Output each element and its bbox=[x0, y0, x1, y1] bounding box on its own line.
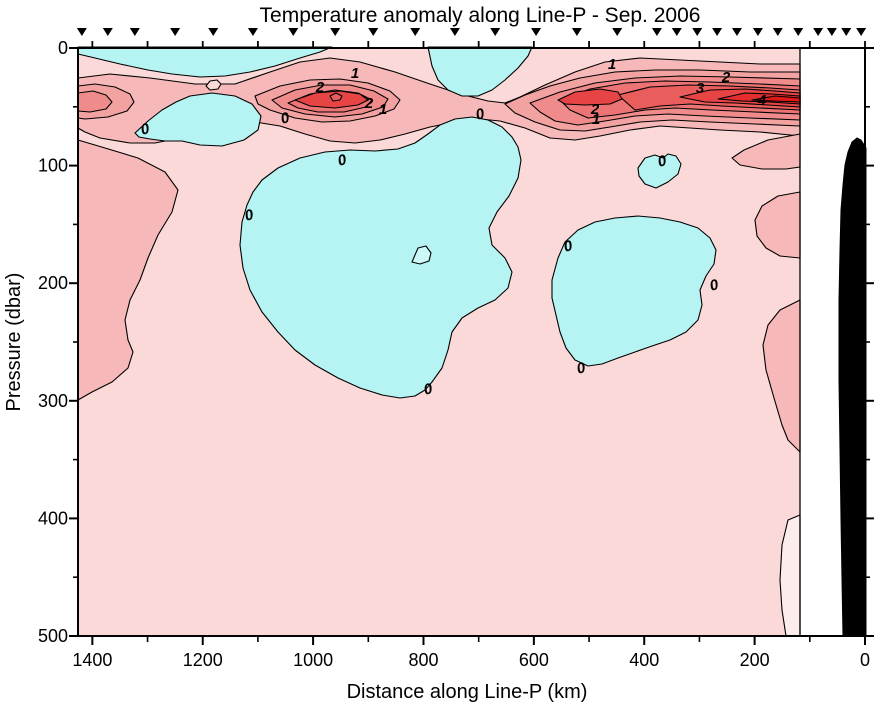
contour-region-right-edge-0.5-mid bbox=[754, 191, 801, 259]
contour-region-cyan-east-blob bbox=[551, 215, 717, 367]
contour-label-1: 1 bbox=[351, 65, 359, 82]
station-marker-triangle bbox=[490, 28, 501, 36]
x-tick-label: 200 bbox=[740, 650, 770, 670]
contour-label-1: 1 bbox=[592, 111, 600, 128]
contour-label-3: 3 bbox=[696, 80, 705, 97]
contour-region-right-edge-0.5-upper bbox=[731, 133, 801, 170]
chart-title: Temperature anomaly along Line-P - Sep. … bbox=[260, 4, 701, 27]
contour-label-2: 2 bbox=[590, 101, 600, 118]
station-marker-triangle bbox=[712, 28, 723, 36]
station-marker-triangle bbox=[731, 28, 742, 36]
y-tick-label: 400 bbox=[38, 508, 68, 528]
station-marker-triangle bbox=[208, 28, 219, 36]
y-axis-title: Pressure (dbar) bbox=[3, 273, 25, 412]
x-tick-label: 1200 bbox=[183, 650, 223, 670]
station-marker-triangle bbox=[368, 28, 379, 36]
station-marker-triangle bbox=[752, 28, 763, 36]
station-marker-triangle bbox=[170, 28, 181, 36]
y-tick-label: 100 bbox=[38, 156, 68, 176]
y-tick-label: 0 bbox=[58, 38, 68, 58]
x-tick-label: 1000 bbox=[293, 650, 333, 670]
contour-label-1: 1 bbox=[608, 56, 616, 73]
station-marker-triangle bbox=[571, 28, 582, 36]
contour-region-east-core-hot-left bbox=[557, 88, 623, 106]
station-marker-triangle bbox=[76, 28, 87, 36]
station-marker-triangle bbox=[813, 28, 824, 36]
contour-region-cyan-heart-lens bbox=[637, 153, 682, 189]
contour-region-cyan-top-mid-band bbox=[427, 46, 533, 97]
station-marker-triangle bbox=[826, 28, 837, 36]
contour-label-1: 1 bbox=[379, 101, 387, 118]
contour-region-cyan-minus0.5-dot bbox=[411, 245, 432, 265]
station-marker-triangle bbox=[247, 28, 258, 36]
x-tick-label: 800 bbox=[408, 650, 438, 670]
station-marker-triangle bbox=[612, 28, 623, 36]
contour-region-left-mid-0.5-band bbox=[77, 139, 179, 401]
station-marker-triangle bbox=[671, 28, 682, 36]
contour-label-4: 4 bbox=[757, 92, 767, 109]
contour-label-2: 2 bbox=[315, 79, 325, 96]
contour-region-left-core-1.5 bbox=[77, 90, 113, 113]
station-marker-triangle bbox=[692, 28, 703, 36]
station-marker-triangle bbox=[288, 28, 299, 36]
station-marker-triangle bbox=[330, 28, 341, 36]
station-marker-triangle bbox=[531, 28, 542, 36]
station-marker-triangle bbox=[856, 28, 867, 36]
y-tick-label: 200 bbox=[38, 273, 68, 293]
y-tick-label: 300 bbox=[38, 391, 68, 411]
contour-region-cyan-west-lens bbox=[134, 92, 262, 147]
station-marker-triangle bbox=[651, 28, 662, 36]
contour-region-tiny-ring-ridge bbox=[205, 79, 222, 91]
station-marker-triangle bbox=[129, 28, 140, 36]
x-tick-label: 0 bbox=[860, 650, 870, 670]
x-tick-label: 600 bbox=[519, 650, 549, 670]
contour-region-right-edge-0.5-lower bbox=[762, 299, 801, 453]
station-marker-triangle bbox=[410, 28, 421, 36]
contour-region-cyan-central-blob bbox=[239, 116, 522, 399]
station-marker-triangle bbox=[841, 28, 852, 36]
station-marker-triangle bbox=[772, 28, 783, 36]
contour-plot-layers: 1400 1200 1000 800 600 400 200 0 0 100 200 300 400 50… bbox=[38, 28, 874, 670]
contour-region-tiny-core-dot bbox=[329, 92, 343, 102]
contour-label-2: 2 bbox=[721, 69, 731, 86]
x-axis-title: Distance along Line-P (km) bbox=[347, 681, 588, 703]
bathymetry-silhouette bbox=[838, 137, 867, 637]
station-marker-triangle bbox=[102, 28, 113, 36]
station-marker-triangle bbox=[793, 28, 804, 36]
contour-region-cyan-top-west-band bbox=[77, 46, 333, 78]
x-tick-label: 400 bbox=[629, 650, 659, 670]
contour-label-2: 2 bbox=[364, 95, 374, 112]
station-marker-triangle bbox=[449, 28, 460, 36]
x-tick-label: 1400 bbox=[72, 650, 112, 670]
y-tick-label: 500 bbox=[38, 626, 68, 646]
